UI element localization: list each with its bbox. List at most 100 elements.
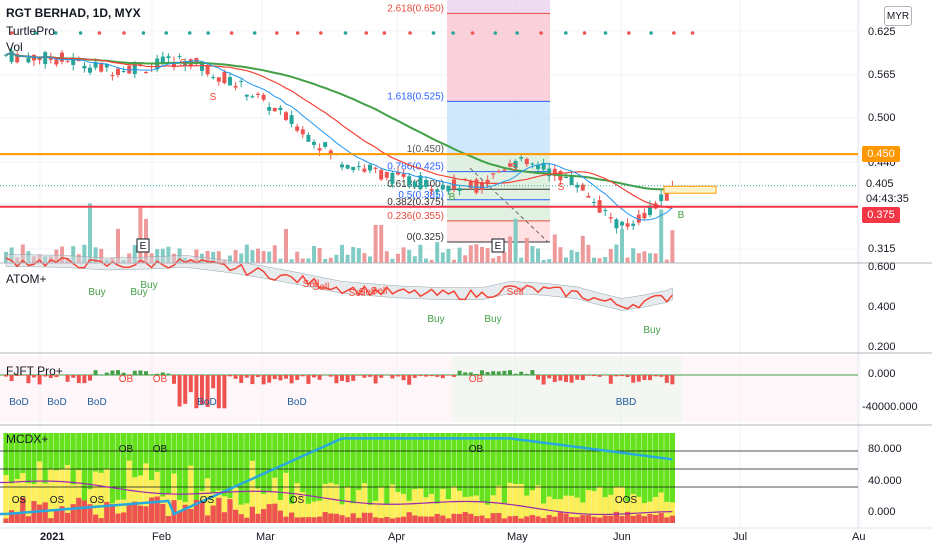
- volume-bar: [513, 218, 518, 263]
- fibonacci-retracement[interactable]: 2.618(0.650)1.618(0.525)1(0.450)0.786(0.…: [387, 0, 550, 243]
- symbol-title[interactable]: RGT BERHAD, 1D, MYX: [6, 6, 141, 20]
- indicator-label-fjft[interactable]: FJFT Pro+: [6, 364, 63, 378]
- volume-bar: [597, 258, 602, 263]
- fjft-bbd-label: BBD: [616, 397, 637, 408]
- mcdx-green-bar: [165, 433, 171, 523]
- fjft-bar: [4, 375, 8, 377]
- candle-body: [524, 158, 529, 165]
- indicator-label-atom[interactable]: ATOM+: [6, 272, 47, 286]
- time-axis-label: Mar: [256, 531, 275, 543]
- mcdx-red-bar: [669, 515, 675, 523]
- volume-bar: [239, 253, 244, 263]
- fjft-bar: [547, 375, 552, 379]
- candle-body: [552, 168, 557, 176]
- fjft-bar: [233, 375, 238, 379]
- volume-bar: [362, 253, 367, 263]
- mcdx-yellow-bar: [300, 492, 306, 523]
- fjft-bar: [474, 373, 479, 375]
- volume-bar: [446, 248, 451, 263]
- candle-body: [496, 171, 501, 173]
- candle-body: [396, 172, 400, 175]
- mcdx-yellow-bar: [496, 485, 502, 523]
- mcdx-red-bar: [227, 499, 233, 523]
- mcdx-green-bar: [182, 433, 188, 523]
- mcdx-yellow-bar: [3, 475, 9, 523]
- candle-body: [424, 179, 428, 187]
- volume-bar: [323, 258, 328, 263]
- mcdx-red-bar: [20, 497, 26, 523]
- mcdx-yellow-bar: [501, 502, 507, 523]
- candle-body: [407, 176, 412, 186]
- mcdx-green-bar: [311, 433, 317, 523]
- mcdx-red-bar: [608, 515, 614, 523]
- indicator-label-turtlepro[interactable]: TurtlePro: [6, 24, 55, 38]
- indicator-label-vol[interactable]: Vol: [6, 40, 23, 54]
- fjft-bar: [284, 375, 288, 379]
- pane-separators[interactable]: [0, 262, 932, 426]
- candle-body: [614, 219, 619, 229]
- mcdx-red-bar: [37, 504, 43, 523]
- mcdx-yellow-bar: [261, 493, 267, 523]
- fjft-bar: [396, 375, 400, 377]
- fjft-bar: [166, 373, 171, 375]
- volume-bar: [608, 248, 613, 263]
- mcdx-red-bar: [552, 516, 558, 523]
- fib-trend-line: [469, 167, 549, 243]
- mcdx-red-bar: [221, 512, 227, 523]
- volume-bar: [653, 253, 658, 263]
- mcdx-green-bar: [546, 433, 552, 523]
- mcdx-green-bar: [328, 433, 334, 523]
- volume-bar: [60, 246, 64, 263]
- dot-marker: [431, 31, 436, 35]
- fib-level-label: 0(0.325): [407, 232, 444, 243]
- mcdx-yellow-bar: [445, 499, 451, 523]
- candle-body: [362, 168, 367, 172]
- mcdx-yellow-bar: [401, 493, 407, 523]
- volume-bar: [295, 251, 300, 263]
- mcdx-green-bar: [636, 433, 642, 523]
- mcdx-red-bar: [630, 515, 636, 523]
- indicator-label-mcdx[interactable]: MCDX+: [6, 432, 49, 446]
- fjft-bar: [575, 375, 580, 380]
- fjft-bar: [435, 375, 440, 377]
- horizontal-lines[interactable]: [0, 153, 858, 208]
- mcdx-green-bar: [664, 433, 670, 523]
- mcdx-red-bar: [462, 512, 468, 523]
- mcdx-yellow-bar: [233, 485, 239, 523]
- mcdx-green-bar: [389, 433, 395, 523]
- mcdx-yellow-bar: [462, 496, 468, 523]
- mcdx-yellow-bar: [485, 504, 491, 523]
- fjft-bar: [289, 375, 294, 384]
- atom-buy-label: Buy: [140, 280, 157, 291]
- candle-body: [603, 210, 608, 212]
- dot-marker: [364, 31, 369, 35]
- mcdx-yellow-bar: [585, 490, 591, 523]
- mcdx-red-bar: [479, 515, 485, 523]
- mcdx-green-bar: [429, 433, 435, 523]
- mcdx-green-bar: [81, 433, 87, 523]
- candle-body: [306, 134, 311, 142]
- mcdx-red-bar: [496, 513, 502, 523]
- fjft-bar: [43, 375, 48, 377]
- candle-body: [104, 64, 109, 68]
- mcdx-green-bar: [339, 433, 345, 523]
- mcdx-pane: OB OB OB OS OS OS OS OS OOS: [0, 433, 858, 523]
- volume-bar: [541, 259, 546, 263]
- candle-body: [620, 221, 624, 226]
- mcdx-yellow-bar: [311, 501, 317, 523]
- currency-button[interactable]: MYR: [884, 6, 912, 26]
- fjft-bar: [664, 375, 669, 383]
- mcdx-red-bar: [501, 518, 507, 523]
- mcdx-yellow-bar: [350, 503, 356, 523]
- fjft-ob-label: OB: [119, 374, 134, 385]
- mcdx-green-bar: [412, 433, 418, 523]
- dot-marker: [9, 31, 14, 35]
- mcdx-green-bar: [244, 433, 250, 523]
- mcdx-green-bar: [440, 433, 446, 523]
- fjft-bar: [104, 372, 109, 375]
- fjft-bar: [244, 375, 249, 378]
- volume-bar: [524, 238, 529, 263]
- mcdx-red-bar: [137, 505, 143, 523]
- fjft-bar: [93, 370, 98, 375]
